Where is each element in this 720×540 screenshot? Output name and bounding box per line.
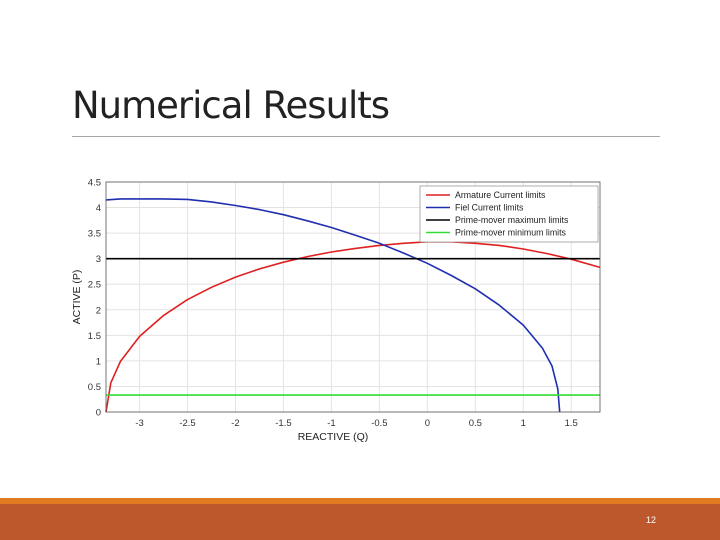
x-tick-label: -2.5 — [179, 418, 195, 429]
y-tick-label: 2.5 — [88, 280, 101, 291]
legend-entry: Fiel Current limits — [455, 203, 524, 213]
y-tick-labels: 0 0.5 1 1.5 2 2.5 3 3.5 4 4.5 — [88, 178, 101, 419]
x-tick-label: -2 — [231, 418, 239, 429]
y-tick-label: 4 — [96, 203, 101, 214]
y-tick-label: 0.5 — [88, 382, 101, 393]
x-tick-label: -1 — [327, 418, 335, 429]
footer-bar — [0, 504, 720, 540]
legend-entry: Armature Current limits — [455, 190, 546, 200]
pq-capability-chart: 0 0.5 1 1.5 2 2.5 3 3.5 4 4.5 -3 -2.5 -2 -1.5 -1 -0.5 0… — [71, 178, 601, 443]
x-tick-labels: -3 -2.5 -2 -1.5 -1 -0.5 0 0.5 1 1.5 — [135, 418, 577, 429]
slide-title: Numerical Results — [72, 84, 390, 127]
x-tick-label: -1.5 — [275, 418, 291, 429]
legend-entry: Prime-mover minimum limits — [455, 228, 567, 238]
x-axis-label: REACTIVE (Q) — [298, 431, 369, 443]
footer-accent-strip — [0, 498, 720, 504]
y-axis-label: ACTIVE (P) — [71, 270, 83, 325]
series-line-1 — [105, 241, 601, 413]
legend: Armature Current limits Fiel Current limi… — [419, 185, 599, 243]
title-divider — [72, 136, 660, 137]
y-tick-label: 3.5 — [88, 229, 101, 240]
y-tick-label: 4.5 — [88, 178, 101, 189]
x-tick-label: 0.5 — [469, 418, 482, 429]
plot-frame — [105, 181, 601, 413]
y-tick-label: 0 — [96, 408, 101, 419]
y-tick-label: 1.5 — [88, 331, 101, 342]
y-tick-label: 3 — [96, 254, 101, 265]
x-tick-label: 1.5 — [565, 418, 578, 429]
y-tick-label: 2 — [96, 305, 101, 316]
legend-entry: Prime-mover maximum limits — [455, 215, 569, 225]
y-tick-label: 1 — [96, 356, 101, 367]
x-tick-label: 0 — [425, 418, 430, 429]
series-group — [105, 198, 601, 413]
x-tick-label: -3 — [135, 418, 143, 429]
series-line-2 — [105, 198, 561, 413]
page-number: 12 — [645, 515, 656, 525]
x-tick-label: -0.5 — [371, 418, 387, 429]
x-tick-label: 1 — [521, 418, 526, 429]
